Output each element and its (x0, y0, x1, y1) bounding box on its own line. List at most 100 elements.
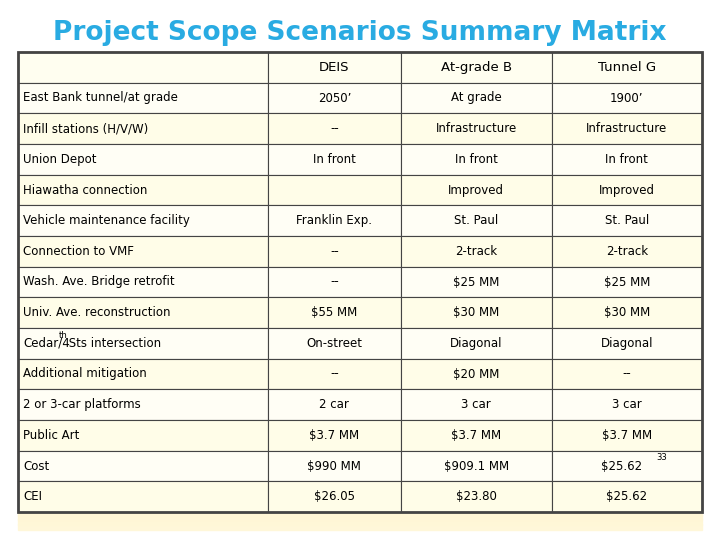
Bar (18, 472, 702, 477)
Bar (18, 300, 702, 306)
Bar (18, 210, 702, 215)
Bar (18, 309, 702, 315)
Bar (18, 357, 702, 363)
Bar (552, 83, 702, 113)
Bar (18, 438, 702, 444)
Bar (18, 305, 702, 310)
Text: In front: In front (606, 153, 648, 166)
Text: Hiawatha connection: Hiawatha connection (23, 184, 148, 197)
Bar (18, 467, 702, 472)
Bar (18, 486, 702, 492)
Text: Sts intersection: Sts intersection (65, 337, 161, 350)
Bar (18, 262, 702, 268)
Text: 2 car: 2 car (320, 398, 349, 411)
Bar (401, 451, 552, 481)
Bar (18, 186, 702, 191)
Text: $23.80: $23.80 (456, 490, 497, 503)
Text: East Bank tunnel/at grade: East Bank tunnel/at grade (23, 91, 178, 105)
Bar (18, 376, 702, 382)
Text: Infrastructure: Infrastructure (586, 122, 667, 135)
Bar (18, 295, 702, 301)
Bar (18, 501, 702, 506)
Text: Additional mitigation: Additional mitigation (23, 368, 147, 381)
Bar (18, 80, 702, 86)
Bar (268, 298, 401, 328)
Text: Infrastructure: Infrastructure (436, 122, 517, 135)
Bar (552, 267, 702, 298)
Text: Tunnel G: Tunnel G (598, 61, 656, 74)
Bar (18, 113, 268, 144)
Text: $26.05: $26.05 (314, 490, 355, 503)
Bar (401, 328, 552, 359)
Text: $20 MM: $20 MM (453, 368, 500, 381)
Bar (18, 85, 702, 91)
Text: DEIS: DEIS (319, 61, 350, 74)
Text: th: th (59, 331, 68, 340)
Text: St. Paul: St. Paul (605, 214, 649, 227)
Text: Improved: Improved (449, 184, 504, 197)
Bar (18, 319, 702, 325)
Bar (18, 353, 702, 358)
Bar (18, 481, 702, 487)
Bar (18, 124, 702, 129)
Text: $55 MM: $55 MM (311, 306, 357, 319)
Bar (18, 386, 702, 391)
Bar (18, 496, 702, 501)
Bar (18, 214, 702, 220)
Bar (18, 298, 268, 328)
Bar (18, 372, 702, 377)
Bar (18, 286, 702, 292)
Bar (268, 328, 401, 359)
Bar (18, 76, 702, 82)
Bar (401, 83, 552, 113)
Bar (18, 362, 702, 368)
Bar (18, 272, 702, 277)
Text: $30 MM: $30 MM (603, 306, 650, 319)
Bar (18, 505, 702, 511)
Bar (552, 52, 702, 83)
Bar (18, 395, 702, 401)
Bar (18, 410, 702, 415)
Text: At grade: At grade (451, 91, 502, 105)
Bar (552, 205, 702, 236)
Bar (552, 236, 702, 267)
Bar (401, 144, 552, 174)
Bar (268, 481, 401, 512)
Bar (18, 524, 702, 530)
Bar (18, 171, 702, 177)
Bar (18, 519, 702, 525)
Bar (18, 281, 702, 287)
Bar (18, 52, 702, 512)
Bar (18, 119, 702, 125)
Text: --: -- (622, 368, 631, 381)
Bar (18, 243, 702, 248)
Bar (18, 152, 702, 158)
Bar (18, 138, 702, 144)
Bar (401, 389, 552, 420)
Bar (401, 205, 552, 236)
Text: CEI: CEI (23, 490, 42, 503)
Bar (18, 161, 702, 167)
Bar (552, 113, 702, 144)
Bar (18, 205, 702, 211)
Bar (18, 434, 702, 440)
Bar (268, 359, 401, 389)
Text: 3 car: 3 car (612, 398, 642, 411)
Bar (18, 476, 702, 482)
Bar (552, 451, 702, 481)
Text: Public Art: Public Art (23, 429, 79, 442)
Bar (18, 333, 702, 339)
Bar (18, 429, 702, 435)
Bar (18, 424, 702, 430)
Bar (268, 420, 401, 451)
Bar (18, 181, 702, 186)
Bar (552, 174, 702, 205)
Bar (18, 144, 268, 174)
Text: Wash. Ave. Bridge retrofit: Wash. Ave. Bridge retrofit (23, 275, 175, 288)
Bar (18, 491, 702, 497)
Bar (18, 228, 702, 234)
Bar (18, 157, 702, 163)
Bar (552, 389, 702, 420)
Text: $3.7 MM: $3.7 MM (602, 429, 652, 442)
Bar (268, 236, 401, 267)
